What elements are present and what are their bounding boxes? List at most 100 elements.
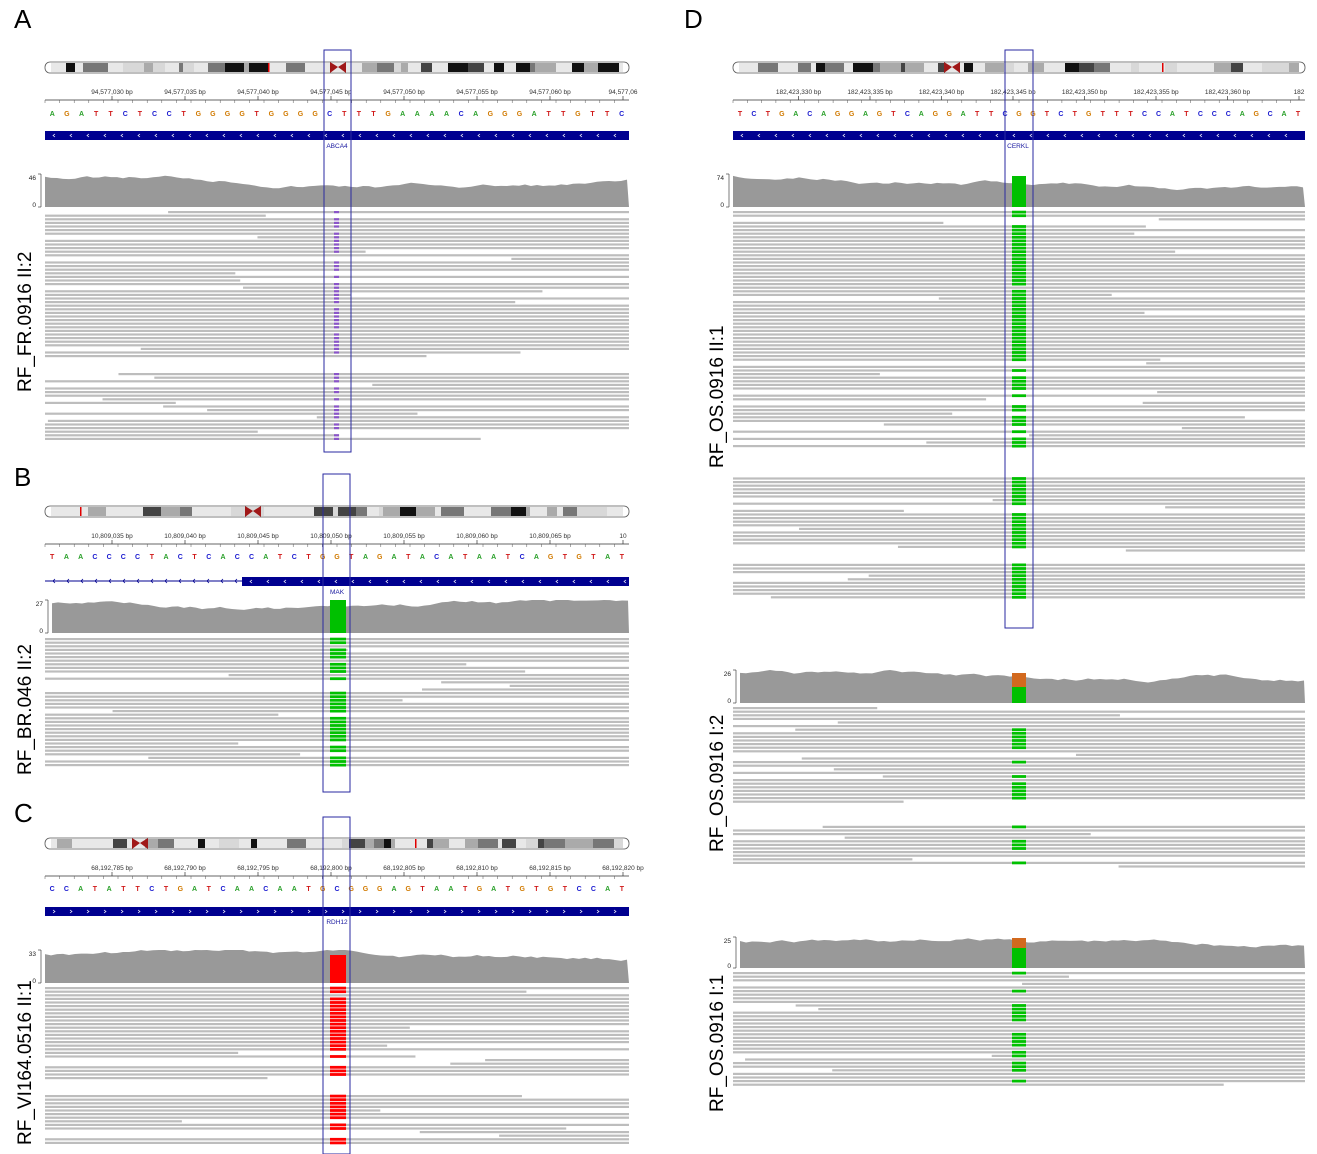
variant-base	[330, 1040, 346, 1044]
chromosome-band	[798, 63, 811, 72]
variant-base	[330, 1055, 346, 1058]
read	[207, 409, 629, 412]
chromosome-band	[401, 63, 408, 72]
read	[45, 1077, 268, 1080]
strand-arrow	[623, 579, 627, 584]
reference-base: A	[448, 554, 453, 561]
strand-arrow	[307, 909, 311, 914]
chromosome-band	[491, 507, 511, 516]
read	[733, 829, 1305, 832]
variant-base	[330, 763, 346, 767]
variant-base	[330, 734, 346, 738]
variant-base	[330, 655, 346, 659]
ruler-tick-label: 94,577,035 bp	[164, 89, 206, 96]
strand-arrow	[192, 578, 196, 584]
variant-base	[1012, 271, 1026, 275]
chromosome-band	[416, 507, 435, 516]
reference-base: A	[107, 886, 112, 893]
read	[1029, 434, 1305, 437]
strand-arrow	[1250, 133, 1254, 138]
reference-base: T	[891, 111, 896, 118]
deletion-mark	[334, 261, 339, 264]
ruler-tick-label: 94,577,045 bp	[310, 89, 352, 96]
reference-base: T	[506, 554, 511, 561]
reference-base: C	[459, 111, 464, 118]
deletion-mark	[334, 427, 339, 430]
read	[733, 221, 944, 224]
strand-arrow	[1080, 133, 1084, 138]
strand-arrow	[1182, 133, 1186, 138]
reference-base: A	[391, 554, 396, 561]
reference-base: T	[1128, 111, 1133, 118]
ruler-tick-label: 10,809,050 bp	[310, 533, 352, 540]
variant-base	[1012, 246, 1026, 250]
strand-arrow	[426, 909, 430, 914]
reference-base: T	[357, 111, 362, 118]
strand-arrow	[1029, 133, 1033, 138]
chromosome-band	[377, 63, 394, 72]
chromosome-band	[268, 63, 286, 72]
strand-arrow	[1114, 133, 1118, 138]
variant-base	[1012, 369, 1026, 372]
variant-base	[330, 652, 346, 655]
strand-arrow	[774, 133, 778, 138]
reference-base: A	[605, 554, 610, 561]
chromosome-band	[394, 63, 401, 72]
read	[733, 293, 1112, 296]
variant-base	[1012, 742, 1026, 746]
reference-base: G	[283, 111, 289, 118]
variant-base	[330, 745, 346, 749]
read	[733, 1000, 1305, 1003]
reference-base: T	[989, 111, 994, 118]
variant-base	[1012, 304, 1026, 308]
reference-base: C	[64, 886, 69, 893]
read	[795, 728, 1305, 731]
strand-arrow	[351, 579, 355, 584]
chromosome-band	[205, 839, 219, 848]
variant-base	[1012, 739, 1026, 742]
read	[733, 509, 904, 512]
strand-arrow	[52, 909, 56, 914]
read	[45, 753, 301, 756]
read	[45, 1026, 410, 1029]
chromosome-band	[408, 63, 421, 72]
chromosome-band	[934, 63, 938, 72]
read	[733, 1083, 1224, 1086]
position-ruler: 182,423,330 bp 182,423,335 bp 182,423,340 …	[732, 89, 1305, 103]
strand-arrow	[825, 133, 829, 138]
chromosome-band	[873, 63, 880, 72]
read	[45, 994, 629, 997]
read	[733, 286, 1305, 289]
read	[102, 398, 629, 401]
chromosome-band	[225, 63, 244, 72]
read	[45, 279, 241, 282]
chromosome-band	[179, 63, 183, 72]
strand-arrow	[545, 133, 549, 138]
chromosome-band	[464, 507, 485, 516]
centromere	[132, 838, 140, 849]
chromosome-band	[51, 507, 67, 516]
read	[733, 358, 1161, 361]
read	[733, 975, 1069, 978]
variant-base	[1012, 232, 1026, 236]
chromosome-band	[572, 63, 584, 72]
chromosome-band	[287, 839, 306, 848]
read	[1075, 753, 1305, 756]
strand-arrow	[266, 579, 270, 584]
deletion-mark	[334, 239, 339, 242]
variant-base	[1012, 523, 1026, 527]
reference-base: G	[210, 111, 216, 118]
strand-arrow	[555, 579, 559, 584]
read	[511, 257, 629, 260]
variant-base	[330, 662, 346, 666]
strand-arrow	[470, 579, 474, 584]
deletion-mark	[334, 322, 339, 325]
strand-arrow	[137, 909, 141, 914]
chromosome-band	[461, 839, 465, 848]
read	[733, 225, 1146, 228]
chromosome-band	[194, 839, 198, 848]
chromosome-ideogram	[44, 837, 630, 850]
variant-base	[1012, 340, 1026, 344]
read	[733, 717, 1305, 720]
